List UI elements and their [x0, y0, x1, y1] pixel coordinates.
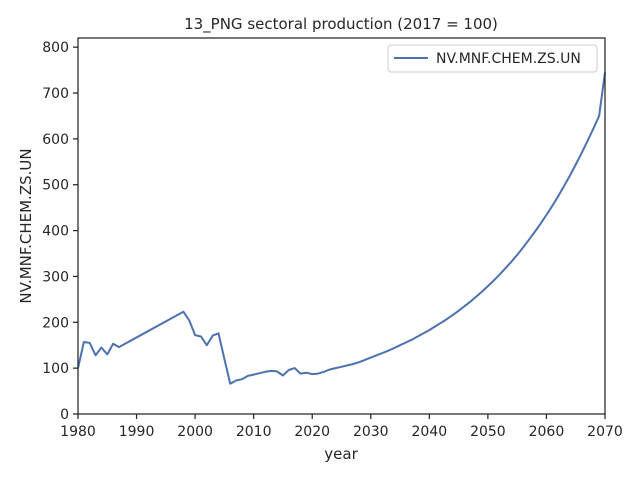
- y-tick-label: 800: [42, 40, 69, 56]
- y-axis-title: NV.MNF.CHEM.ZS.UN: [17, 148, 35, 303]
- y-tick-label: 100: [42, 361, 69, 377]
- plot-frame: [77, 37, 606, 415]
- y-tick-label: 0: [60, 407, 69, 423]
- x-tick-label: 2010: [236, 424, 272, 440]
- x-axis-title: year: [324, 445, 358, 463]
- series-layer: [77, 72, 606, 385]
- y-tick-label: 600: [42, 132, 69, 148]
- y-tick-label: 200: [42, 315, 69, 331]
- x-axis-ticks: 1980 1990 2000 2010 2020 2030 2040 2050 2060 2070: [60, 414, 623, 440]
- y-tick-label: 700: [42, 86, 69, 102]
- x-tick-label: 1980: [60, 424, 96, 440]
- y-tick-label: 300: [42, 269, 69, 285]
- series-line: [77, 72, 606, 385]
- x-tick-label: 2020: [294, 424, 330, 440]
- legend-box: [387, 44, 598, 73]
- legend: NV.MNF.CHEM.ZS.UN: [387, 44, 598, 73]
- y-tick-label: 400: [42, 224, 69, 240]
- x-tick-label: 2070: [587, 424, 623, 440]
- x-tick-label: 2050: [470, 424, 506, 440]
- x-tick-label: 2060: [529, 424, 565, 440]
- y-tick-label: 500: [42, 178, 69, 194]
- x-tick-label: 2000: [177, 424, 213, 440]
- chart-title: 13_PNG sectoral production (2017 = 100): [184, 15, 498, 34]
- y-axis-ticks: 0 100 200 300 400 500 600 700 800: [42, 40, 78, 423]
- x-tick-label: 2040: [412, 424, 448, 440]
- x-tick-label: 1990: [119, 424, 155, 440]
- legend-label: NV.MNF.CHEM.ZS.UN: [436, 51, 581, 67]
- x-tick-label: 2030: [353, 424, 389, 440]
